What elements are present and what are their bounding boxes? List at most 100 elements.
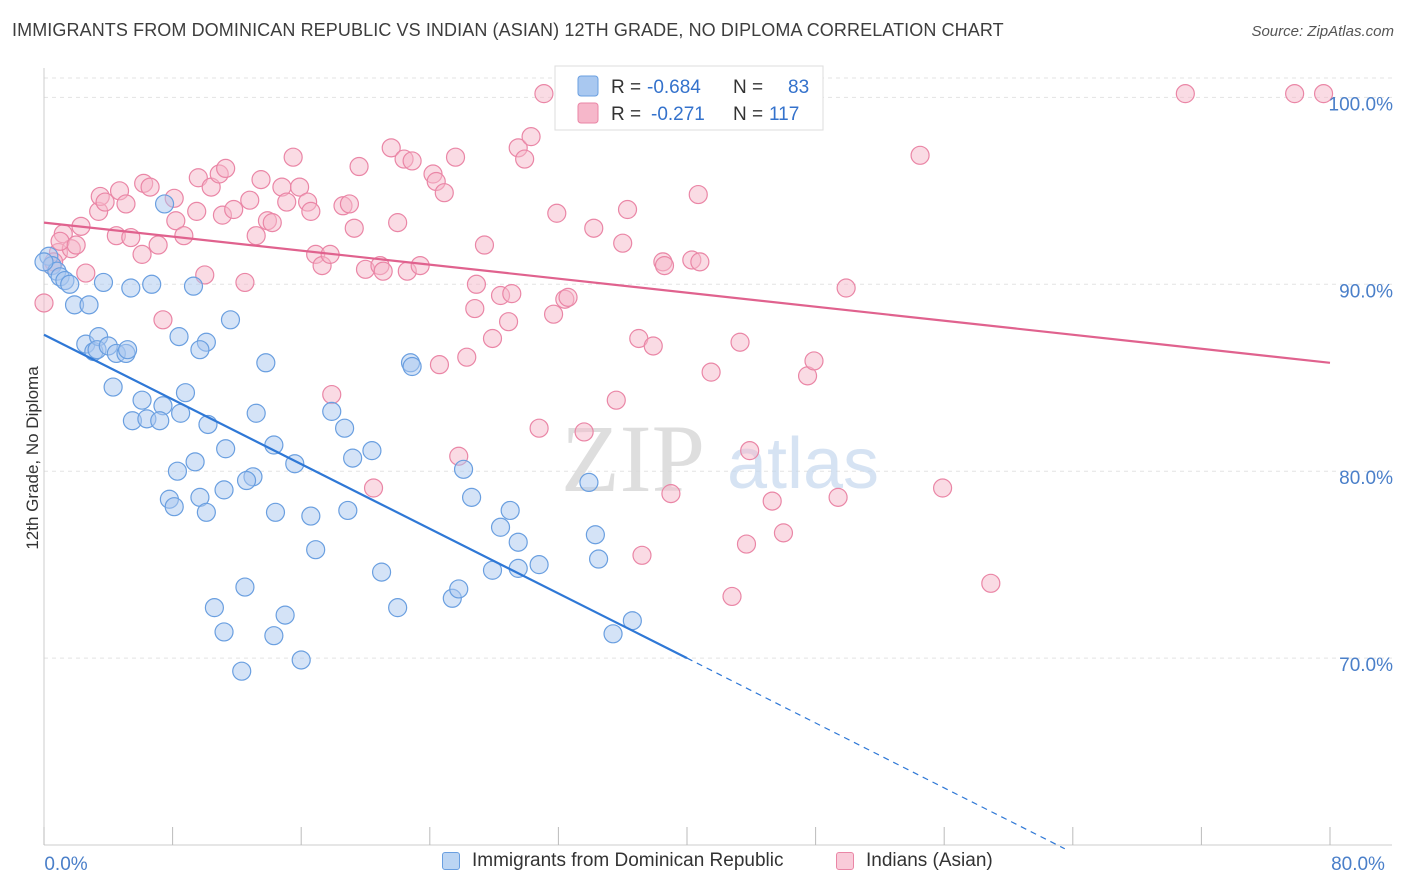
blue-point-25 (256, 353, 276, 373)
pink-point-105 (804, 351, 824, 371)
blue-point-24 (190, 340, 210, 360)
blue-point-78 (603, 624, 623, 644)
blue-point-56 (338, 500, 358, 521)
pink-point-29 (224, 199, 244, 220)
pink-point-18 (153, 310, 173, 330)
pink-point-110 (981, 573, 1001, 593)
pink-point-72 (498, 312, 519, 332)
source-label: Source: ZipAtlas.com (1251, 23, 1394, 40)
pink-point-16 (140, 177, 160, 197)
blue-point-8 (93, 272, 114, 293)
pink-point-86 (613, 233, 633, 253)
blue-point-9 (121, 278, 141, 298)
pink-point-102 (762, 491, 782, 511)
pink-point-106 (828, 487, 848, 507)
watermark-atlas: atlas (727, 424, 879, 504)
blue-point-7 (79, 295, 99, 315)
blue-point-77 (264, 626, 284, 646)
blue-point-70 (235, 577, 255, 597)
pink-point-49 (349, 156, 369, 177)
pink-point-39 (289, 177, 310, 197)
pink-point-112 (1285, 84, 1305, 104)
pink-point-32 (246, 226, 266, 246)
legend-r-label-blue: R = (611, 77, 641, 98)
blue-point-13 (220, 310, 241, 330)
y-tick-label-0: 70.0% (1339, 655, 1393, 676)
pink-point-22 (187, 201, 207, 221)
legend-n-value-pink: 117 (769, 104, 799, 125)
stats-legend: R = -0.684 N = 83 R = -0.271 N = 117 (554, 65, 824, 131)
pink-point-62 (429, 355, 450, 375)
legend-r-label-pink: R = (611, 104, 641, 125)
pink-point-37 (277, 192, 297, 212)
pink-point-57 (402, 151, 422, 171)
legend-item-dominican[interactable]: Immigrants from Dominican Republic (442, 850, 784, 872)
pink-point-68 (466, 274, 487, 294)
blue-point-51 (164, 497, 184, 517)
legend-swatch-dominican (442, 852, 460, 870)
pink-point-87 (617, 199, 638, 220)
pink-point-101 (740, 441, 760, 461)
pink-point-69 (474, 235, 495, 255)
pink-point-83 (574, 422, 594, 442)
blue-point-10 (142, 274, 162, 294)
legend-r-value-pink: -0.271 (651, 104, 705, 125)
blue-point-58 (453, 459, 474, 479)
pink-point-70 (482, 328, 503, 349)
blue-point-63 (306, 540, 326, 560)
legend-item-indians[interactable]: Indians (Asian) (836, 850, 993, 872)
blue-point-73 (275, 605, 295, 625)
pink-point-14 (132, 244, 152, 264)
blue-point-55 (301, 506, 321, 526)
pink-point-67 (465, 298, 485, 319)
pink-point-0 (34, 293, 54, 313)
blue-point-45 (343, 448, 363, 468)
pink-point-78 (534, 84, 554, 104)
pink-point-107 (836, 278, 856, 298)
pink-point-31 (240, 190, 260, 210)
pink-point-108 (910, 145, 930, 165)
blue-point-75 (449, 579, 469, 599)
pink-point-93 (661, 484, 681, 504)
blue-point-53 (196, 502, 216, 522)
pink-point-115 (50, 231, 70, 251)
x-tick-label-min: 0.0% (44, 854, 87, 875)
blue-point-11 (183, 276, 204, 296)
pink-point-75 (515, 149, 535, 169)
pink-point-79 (543, 304, 564, 324)
pink-point-64 (445, 147, 466, 167)
blue-point-40 (185, 452, 205, 472)
legend-n-value-blue: 83 (788, 77, 809, 98)
blue-point-5 (60, 274, 80, 294)
pink-point-48 (344, 218, 364, 238)
pink-point-92 (654, 255, 675, 276)
pink-point-6 (76, 263, 96, 283)
watermark-zip: ZIP (561, 405, 705, 512)
legend-label-indians: Indians (Asian) (866, 850, 993, 871)
pink-point-84 (584, 218, 604, 238)
pink-point-116 (66, 235, 86, 255)
pink-point-23 (188, 168, 208, 188)
blue-point-64 (371, 562, 392, 582)
y-tick-label-2: 90.0% (1339, 281, 1393, 302)
pink-point-77 (529, 418, 549, 438)
blue-point-57 (461, 487, 482, 507)
blue-point-49 (214, 480, 234, 500)
blue-point-12 (154, 194, 175, 214)
blue-point-48 (236, 470, 257, 491)
pink-point-38 (283, 147, 303, 167)
pink-point-47 (339, 194, 360, 214)
pink-point-99 (730, 332, 750, 352)
blue-point-82 (34, 252, 54, 272)
pink-point-97 (701, 362, 721, 382)
legend-swatch-indians (836, 852, 854, 870)
blue-point-46 (362, 441, 382, 461)
pink-point-111 (1175, 84, 1195, 104)
pink-point-89 (632, 545, 652, 565)
pink-point-30 (235, 272, 255, 293)
pink-point-100 (736, 534, 757, 554)
pink-point-45 (322, 384, 342, 405)
pink-point-53 (373, 261, 393, 281)
blue-point-80 (291, 650, 311, 670)
